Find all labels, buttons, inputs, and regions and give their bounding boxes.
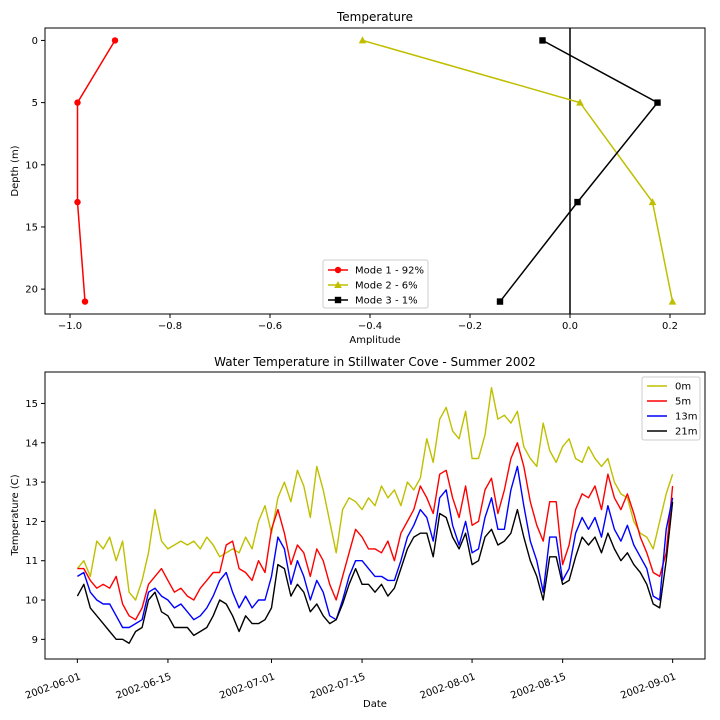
legend-label: Mode 1 - 92% [355,266,424,277]
data-point [496,298,504,305]
series-line [499,39,659,303]
series-mode-1 [74,37,119,305]
x-tick-label: −0.6 [258,321,282,332]
data-point [654,99,661,106]
legend-entry: 5m [647,397,691,408]
y-tick-label: 0 [32,36,38,47]
series-line-0m [76,387,674,601]
legend-entry: Mode 1 - 92% [328,266,424,277]
x-tick-label: 2002-07-01 [218,671,276,701]
series-line [76,40,116,302]
data-point [539,37,546,44]
legend-entry: 21m [647,427,697,438]
data-point [74,99,81,106]
data-point [574,198,581,206]
y-tick-label: 13 [25,478,38,489]
y-tick-label: 15 [25,222,38,233]
mode-chart: Temperature −1.0 −0.8 −0.6 −0.4 −0.2 0.0 0.2 0 5… [10,10,706,346]
legend-box [641,376,701,441]
x-axis-label: Date [363,699,387,710]
y-tick-label: 20 [25,285,38,296]
y-tick-label: 11 [25,556,38,567]
data-point [111,37,119,44]
legend-entry: Mode 3 - 1% [328,296,418,307]
legend-marker [334,266,342,274]
series-line-21m [76,501,674,644]
legend-marker [334,281,342,288]
data-point [74,198,81,206]
legend: Mode 1 - 92% Mode 2 - 6% Mode 3 - 1% [322,259,429,309]
x-tick-label: 2002-06-15 [115,671,173,701]
x-tick-label: −1.0 [58,321,82,332]
legend-marker [334,296,342,304]
series-mode-2 [358,36,677,305]
legend-label: Mode 2 - 6% [355,281,418,292]
legend-label: 21m [675,427,697,438]
legend-box [322,259,429,309]
legend-entry: 13m [647,412,697,423]
legend-label: 0m [675,382,691,393]
legend-entry: Mode 2 - 6% [328,281,418,292]
y-tick-label: 14 [25,438,38,449]
series-mode-3 [496,37,661,305]
series-line [362,39,674,302]
legend-entry: 0m [647,382,691,393]
series-group [76,387,674,644]
y-axis-label: Temperature (C) [10,474,21,556]
y-tick-label: 5 [32,98,38,109]
x-tick-label: −0.4 [358,321,382,332]
plot-frame [44,371,706,660]
x-tick-label: −0.8 [158,321,182,332]
data-point [576,98,584,106]
chart-title: Water Temperature in Stillwater Cove - S… [214,355,536,369]
y-tick-label: 10 [25,596,38,607]
data-point [648,198,657,206]
y-tick-label: 15 [25,399,38,410]
x-tick-label: 2002-09-01 [619,671,677,701]
data-point [668,297,677,305]
axis-ticks: 2002-06-01 2002-06-15 2002-07-01 2002-07-15… [24,399,678,702]
x-tick-label: 2002-07-15 [309,671,367,701]
chart-title: Temperature [336,10,413,24]
legend-label: 5m [675,397,691,408]
series-group [74,36,677,305]
legend-label: 13m [675,412,697,423]
x-axis-label: Amplitude [349,335,400,346]
y-tick-label: 10 [25,160,38,171]
x-tick-label: 2002-08-01 [419,671,477,701]
plot-frame [44,27,706,315]
x-tick-label: −0.2 [458,321,482,332]
y-tick-label: 12 [25,517,38,528]
legend: 0m 5m 13m 21m [641,376,701,441]
y-axis-label: Depth (m) [10,145,21,196]
temperature-chart: Water Temperature in Stillwater Cove - S… [10,355,706,710]
series-line-5m [77,442,674,621]
legend-label: Mode 3 - 1% [355,296,418,307]
series-line-13m [77,465,674,629]
data-point [81,298,89,305]
x-tick-label: 2002-06-01 [24,671,82,701]
y-tick-label: 9 [32,635,38,646]
x-tick-label: 0.0 [562,321,578,332]
axis-ticks: −1.0 −0.8 −0.6 −0.4 −0.2 0.0 0.2 0 5 10 15 20 [25,36,678,332]
x-tick-label: 0.2 [662,321,678,332]
x-tick-label: 2002-08-15 [509,671,567,701]
data-point [358,36,367,44]
